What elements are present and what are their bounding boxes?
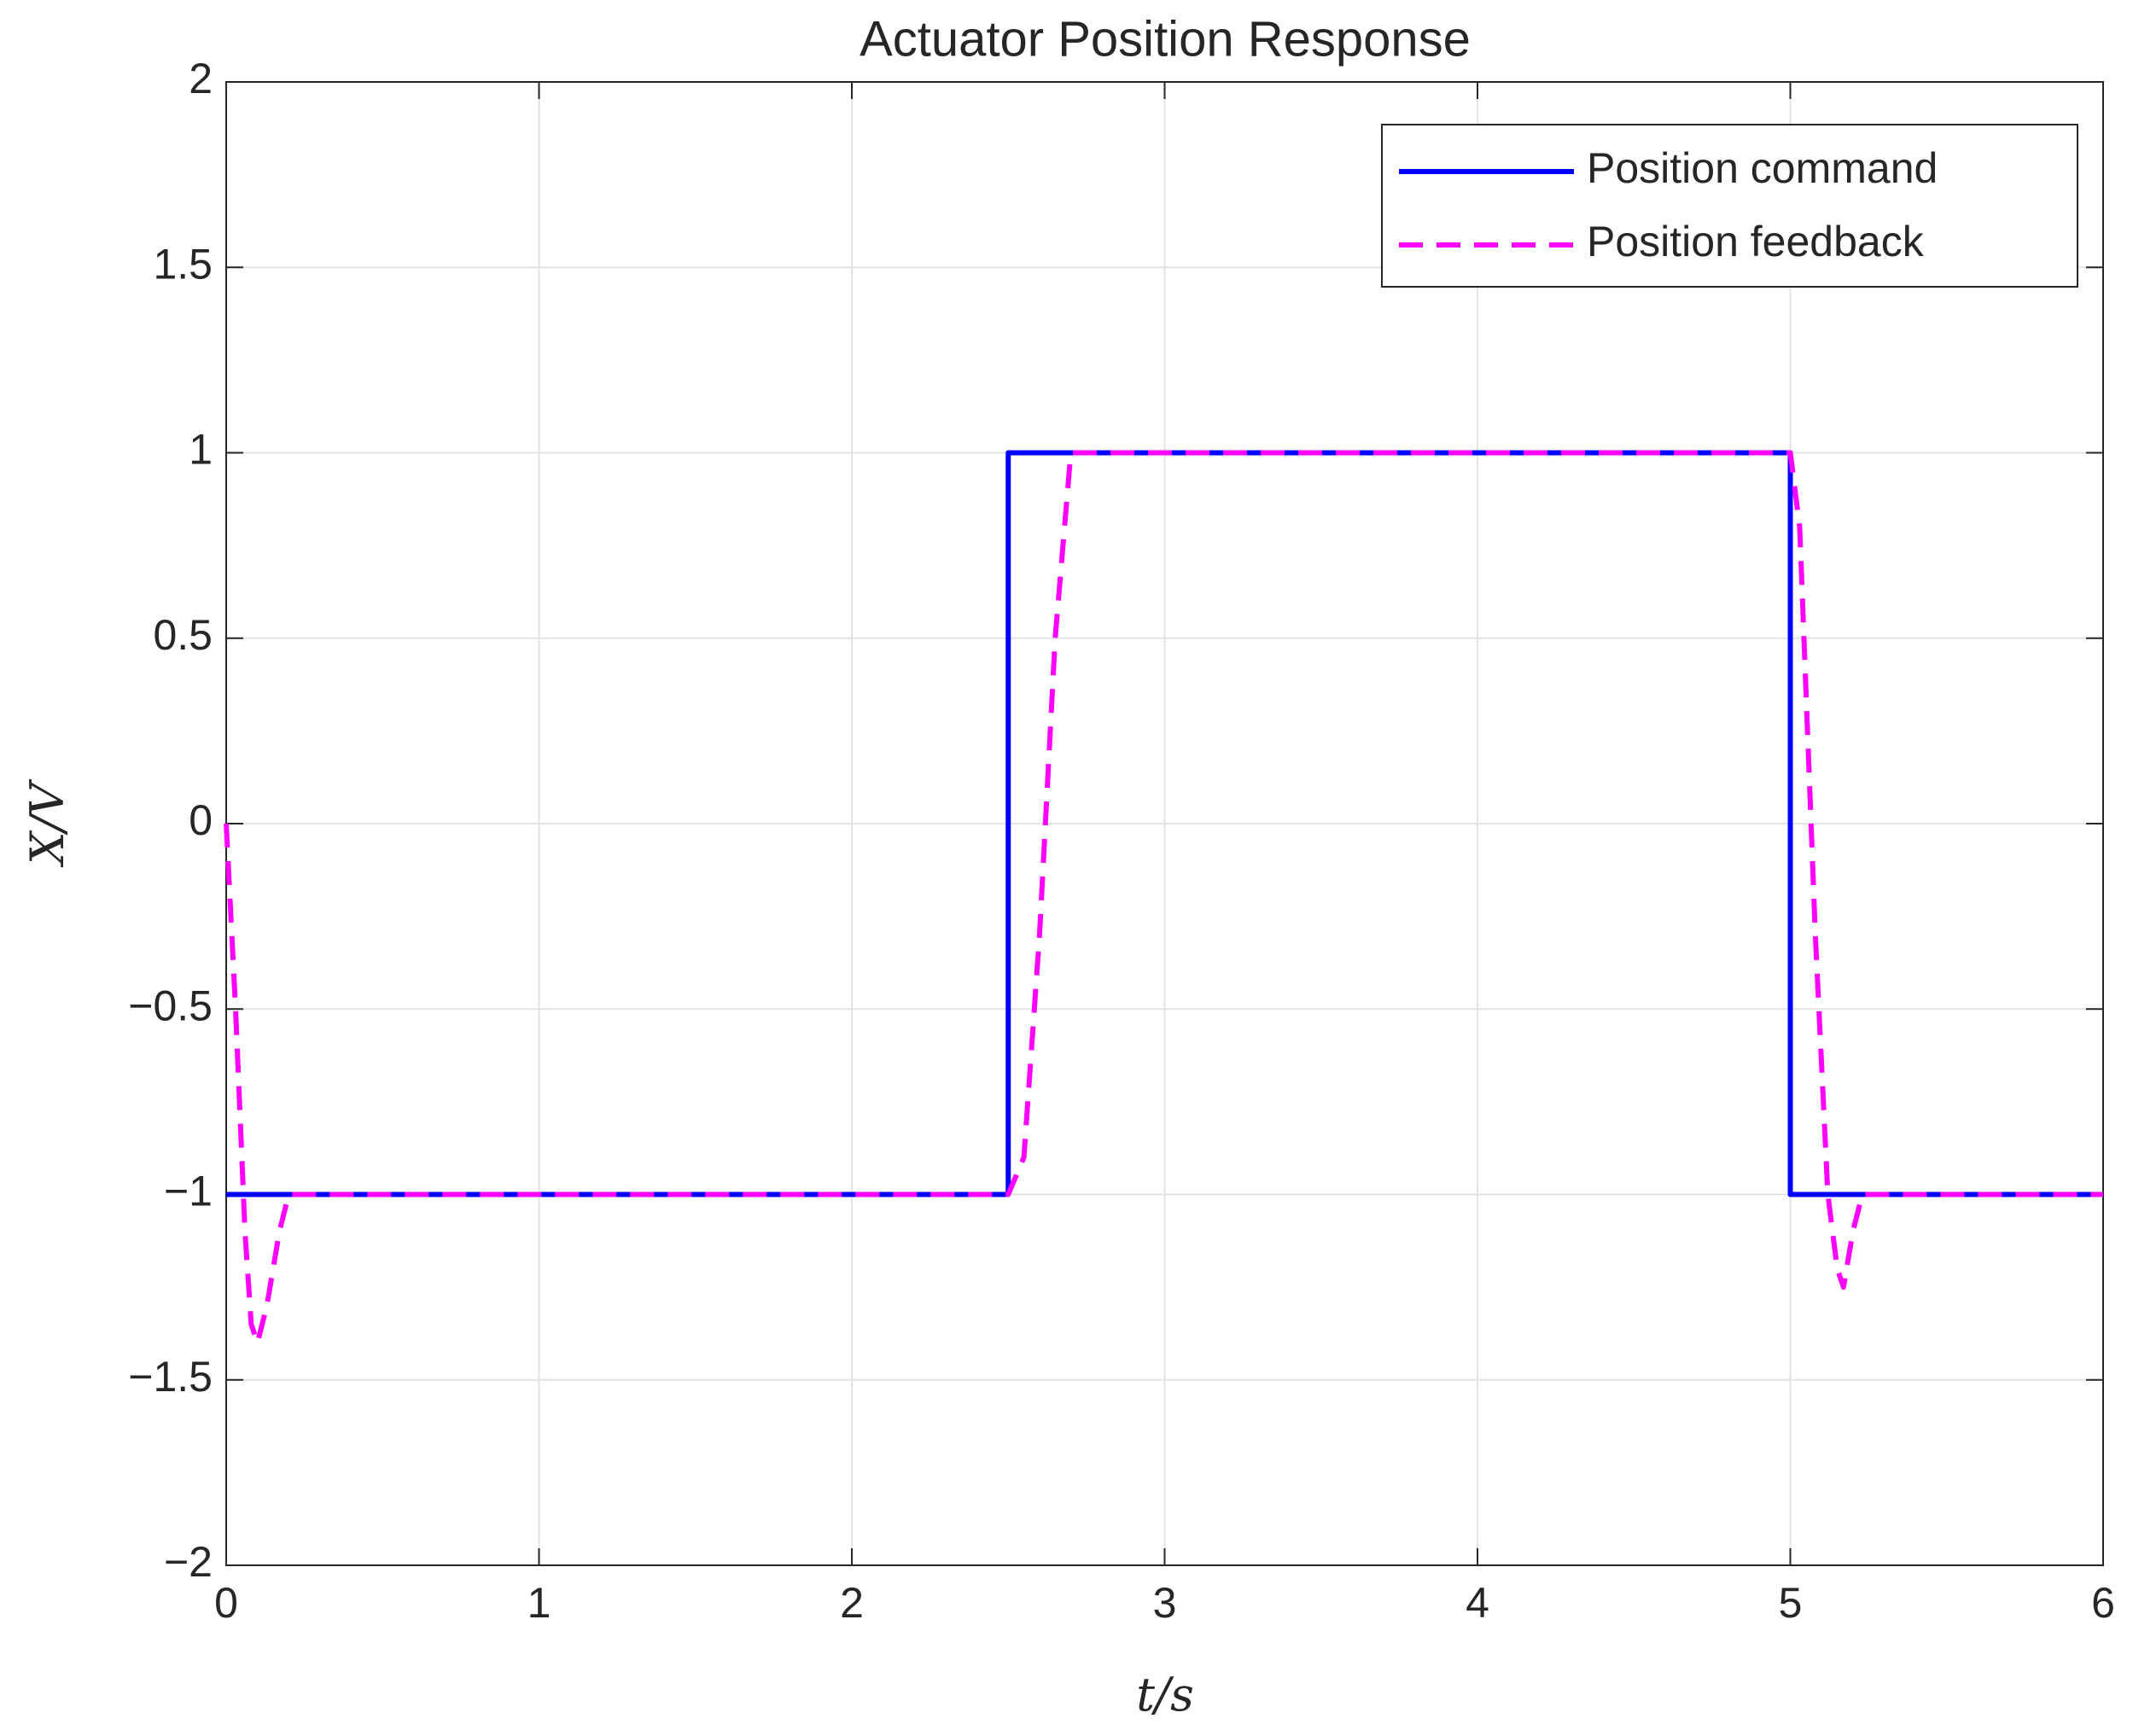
y-tick-label: 0 <box>189 796 213 844</box>
y-tick-label: 1 <box>189 426 213 474</box>
y-axis-label: X/V <box>20 778 74 868</box>
x-tick-label: 5 <box>1779 1579 1803 1627</box>
x-tick-label: 6 <box>2091 1579 2115 1627</box>
y-tick-label: −2 <box>164 1538 213 1586</box>
legend-label: Position command <box>1587 144 1938 192</box>
y-tick-label: −1.5 <box>128 1353 213 1401</box>
legend-label: Position feedback <box>1587 218 1925 265</box>
y-tick-label: −0.5 <box>128 982 213 1029</box>
y-tick-label: −1 <box>164 1168 213 1215</box>
x-axis-label: t/s <box>1136 1668 1194 1721</box>
series-line <box>224 450 2103 1346</box>
x-tick-label: 4 <box>1466 1579 1489 1627</box>
y-tick-label: 2 <box>189 55 213 102</box>
y-tick-label: 1.5 <box>153 240 213 288</box>
chart-title: Actuator Position Response <box>860 11 1471 67</box>
x-tick-label: 3 <box>1153 1579 1177 1627</box>
x-tick-label: 1 <box>527 1579 551 1627</box>
y-tick-label: 0.5 <box>153 611 213 659</box>
x-tick-label: 0 <box>214 1579 238 1627</box>
legend-box <box>1381 124 2078 288</box>
x-tick-label: 2 <box>840 1579 864 1627</box>
